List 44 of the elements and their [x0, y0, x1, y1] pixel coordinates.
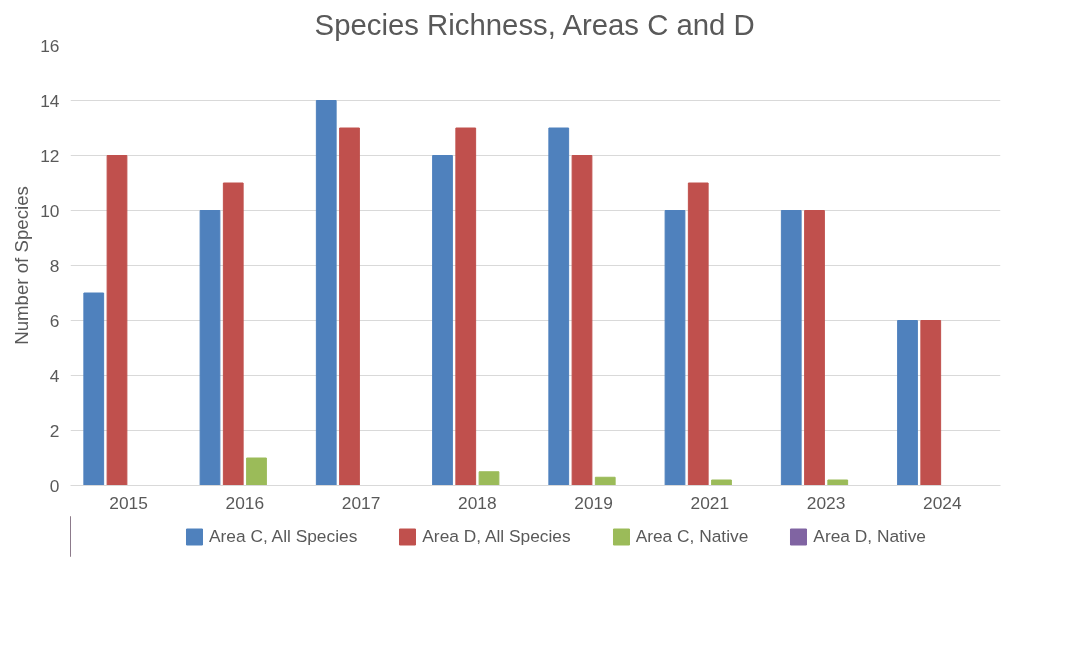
bar [455, 127, 477, 486]
bar [83, 292, 105, 486]
bar [594, 476, 616, 486]
bar [432, 155, 453, 486]
bar [664, 210, 686, 486]
y-tick-label: 10 [40, 200, 60, 221]
bar [920, 320, 942, 486]
y-tick-label: 2 [49, 420, 60, 441]
y-tick-label: 14 [40, 90, 60, 111]
bar [222, 182, 244, 486]
bar [804, 210, 825, 486]
legend-label: Area D, All Species [422, 525, 571, 547]
bar [827, 479, 849, 486]
y-tick-label: 0 [49, 475, 60, 496]
chart-title: Species Richness, Areas C and D [314, 7, 755, 41]
y-tick-label: 16 [40, 35, 60, 56]
x-tick-label: 2024 [923, 492, 963, 513]
bar [897, 320, 918, 486]
bar [478, 471, 500, 486]
y-tick-label: 4 [49, 365, 60, 386]
bar [339, 127, 360, 486]
x-tick-label: 2023 [806, 492, 846, 513]
bar [780, 210, 802, 486]
bar [548, 127, 570, 486]
y-tick-label: 8 [49, 255, 60, 276]
bar [711, 479, 732, 486]
y-tick-label: 12 [40, 145, 60, 166]
bar [246, 457, 267, 486]
y-axis-title: Number of Species [11, 186, 33, 345]
x-tick-label: 2019 [574, 492, 613, 513]
x-tick-label: 2016 [225, 492, 265, 513]
x-tick-label: 2021 [690, 492, 730, 513]
legend-label: Area C, All Species [208, 525, 358, 547]
x-tick-label: 2017 [341, 492, 381, 513]
bar [315, 100, 337, 486]
x-tick-label: 2015 [109, 492, 148, 513]
bar [199, 210, 221, 486]
x-tick-label: 2018 [458, 492, 497, 513]
legend-label: Area C, Native [635, 525, 749, 547]
legend-label: Area D, Native [813, 525, 927, 547]
y-tick-label: 6 [49, 310, 60, 331]
bar [687, 182, 709, 486]
bar [571, 155, 593, 486]
bar [106, 155, 128, 486]
